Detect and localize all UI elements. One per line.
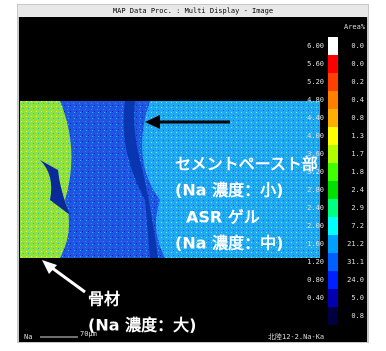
area-value: 1.8 <box>351 168 364 176</box>
colorbar-segment <box>328 271 338 289</box>
area-header: Area% <box>344 23 366 31</box>
colorbar-segment <box>328 235 338 253</box>
area-value: 1.7 <box>351 150 364 158</box>
element-label: Na <box>24 333 32 341</box>
colorbar-segment <box>328 307 338 325</box>
colorbar-segment <box>328 253 338 271</box>
colorbar-label: 2.00 <box>307 222 324 230</box>
colorbar-label: 4.00 <box>307 132 324 140</box>
colorbar-segment <box>328 109 338 127</box>
colorbar-label: 4.80 <box>307 96 324 104</box>
annotation: (Na 濃度：小) <box>175 181 283 200</box>
area-value: 0.4 <box>351 96 364 104</box>
colorbar-segment <box>328 37 338 55</box>
colorbar-segment <box>328 145 338 163</box>
area-value: 31.1 <box>347 258 364 266</box>
area-value: 24.0 <box>347 276 364 284</box>
colorbar-segment <box>328 163 338 181</box>
colorbar-label: 5.20 <box>307 78 324 86</box>
colorbar-segment <box>328 181 338 199</box>
annotation: ASR ゲル <box>186 208 260 227</box>
annotation: セメントペースト部 <box>175 155 318 174</box>
colorbar-segment <box>328 217 338 235</box>
colorbar-segment <box>328 289 338 307</box>
colorbar-segment <box>328 91 338 109</box>
area-value: 0.0 <box>351 60 364 68</box>
colorbar-segment <box>328 73 338 91</box>
colorbar-segment <box>328 127 338 145</box>
annotation: 骨材 <box>88 290 120 309</box>
area-value: 0.8 <box>351 312 364 320</box>
area-value: 0.0 <box>351 42 364 50</box>
colorbar-segment <box>328 55 338 73</box>
screen: MAP Data Proc. : Multi Display - Image 6… <box>0 0 386 347</box>
colorbar-segment <box>328 199 338 217</box>
colorbar-label: 0.40 <box>307 294 324 302</box>
area-value: 1.3 <box>351 132 364 140</box>
colorbar-label: 6.00 <box>307 42 324 50</box>
colorbar-label: 1.20 <box>307 258 324 266</box>
area-value: 0.2 <box>351 78 364 86</box>
colorbar-label: 2.40 <box>307 204 324 212</box>
area-value: 5.0 <box>351 294 364 302</box>
colorbar-label: 5.60 <box>307 60 324 68</box>
colorbar-label: 0.80 <box>307 276 324 284</box>
scale-label: 70µm <box>80 330 97 338</box>
sample-label: 北陸12-2.Na-Ka <box>268 332 324 341</box>
area-value: 2.4 <box>351 186 364 194</box>
annotation: (Na 濃度：中) <box>175 234 283 253</box>
window-title: MAP Data Proc. : Multi Display - Image <box>113 7 273 15</box>
colorbar-label: 2.80 <box>307 186 324 194</box>
colorbar-label: 1.60 <box>307 240 324 248</box>
area-value: 7.2 <box>351 222 364 230</box>
area-value: 0.8 <box>351 114 364 122</box>
annotation: (Na 濃度：大) <box>88 316 196 335</box>
area-value: 2.9 <box>351 204 364 212</box>
colorbar-label: 4.40 <box>307 114 324 122</box>
area-value: 21.2 <box>347 240 364 248</box>
